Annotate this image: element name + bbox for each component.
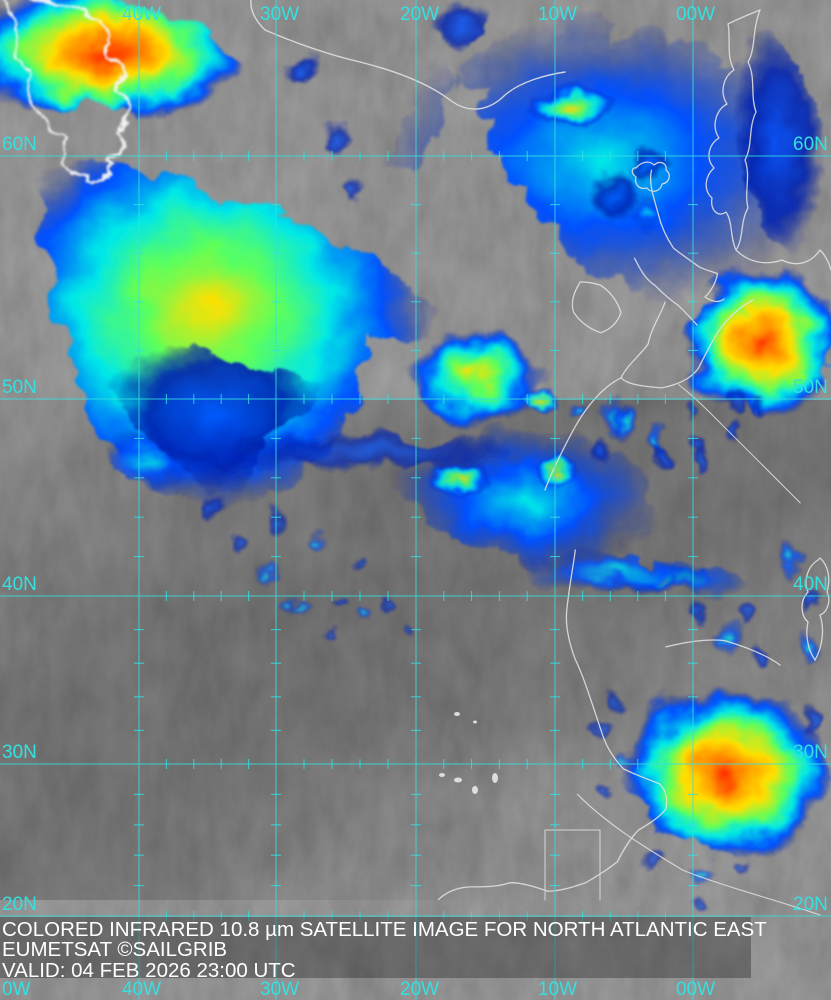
- svg-text:10W: 10W: [538, 979, 577, 1000]
- svg-text:0W: 0W: [2, 979, 31, 1000]
- svg-text:00W: 00W: [676, 979, 715, 1000]
- svg-text:40W: 40W: [122, 4, 161, 25]
- svg-text:60N: 60N: [2, 134, 37, 155]
- svg-text:20W: 20W: [400, 979, 439, 1000]
- svg-text:30N: 30N: [2, 742, 37, 763]
- svg-text:EUMETSAT ©SAILGRIB: EUMETSAT ©SAILGRIB: [2, 938, 227, 961]
- svg-text:40N: 40N: [793, 574, 828, 595]
- svg-text:VALID: 04 FEB 2026 23:00 UTC: VALID: 04 FEB 2026 23:00 UTC: [2, 959, 296, 982]
- svg-text:00W: 00W: [676, 4, 715, 25]
- svg-text:10W: 10W: [538, 4, 577, 25]
- svg-text:30W: 30W: [260, 979, 299, 1000]
- svg-text:20W: 20W: [400, 4, 439, 25]
- svg-text:50N: 50N: [2, 377, 37, 398]
- svg-text:30W: 30W: [260, 4, 299, 25]
- svg-text:50N: 50N: [793, 377, 828, 398]
- svg-text:30N: 30N: [793, 742, 828, 763]
- svg-text:20N: 20N: [793, 894, 828, 915]
- svg-text:40W: 40W: [122, 979, 161, 1000]
- svg-text:60N: 60N: [793, 134, 828, 155]
- svg-text:20N: 20N: [2, 894, 37, 915]
- svg-text:40N: 40N: [2, 574, 37, 595]
